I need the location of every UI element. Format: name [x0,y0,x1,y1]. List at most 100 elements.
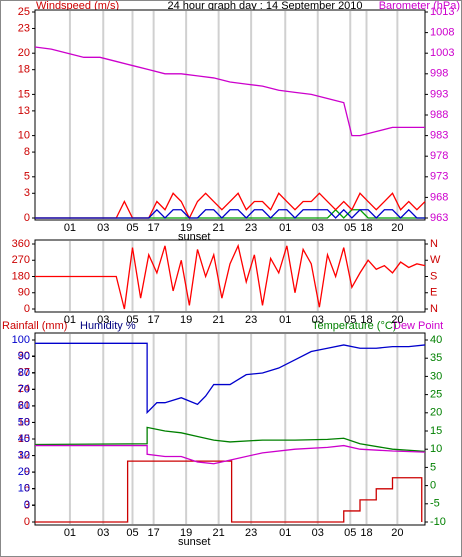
x-tick-label: 03 [312,222,324,234]
x-tick-label: 17 [148,314,160,326]
plot-frame [34,332,426,526]
x-tick-label: 05 [344,222,356,234]
y-tick-label: 35 [430,352,442,364]
y-tick-label: 20 [430,407,442,419]
y-tick-label: 3 [24,187,30,199]
barometer-label: Barometer (hPa) [379,0,460,12]
y-tick-label: 60 [18,400,30,412]
x-tick-label: 05 [344,527,356,539]
x-tick-label: 23 [245,222,257,234]
y-tick-label: 1008 [430,27,454,39]
x-tick-label: 18 [360,222,372,234]
series-line [35,243,426,310]
y-tick-label: 0 [24,212,30,224]
y-tick-label: 968 [430,191,448,203]
y-tick-label: 0 [24,303,30,315]
y-tick-label: 360 [12,238,30,250]
y-tick-label: 10 [18,482,30,494]
y-tick-label: W [430,254,441,266]
x-tick-label: 21 [213,527,225,539]
x-tick-label: 05 [126,527,138,539]
series-line [35,342,426,415]
y-tick-label: 3 [24,499,30,511]
y-tick-label: 21 [18,400,30,412]
y-tick-label: 5 [24,171,30,183]
y-tick-label: 6 [24,483,30,495]
y-tick-label: 30 [18,350,30,362]
y-tick-label: 23 [18,22,30,34]
y-tick-label: 8 [24,146,30,158]
y-tick-label: 25 [430,389,442,401]
y-tick-label: 9 [24,466,30,478]
y-tick-label: 18 [18,64,30,76]
y-tick-label: E [430,287,437,299]
x-tick-label: 23 [245,527,257,539]
x-tick-label: 03 [312,314,324,326]
y-tick-label: 18 [18,416,30,428]
x-tick-label: 05 [126,222,138,234]
x-tick-label: 05 [126,314,138,326]
x-tick-label: 19 [180,222,192,234]
y-tick-label: 30 [430,370,442,382]
x-tick-label: 01 [279,222,291,234]
x-tick-label: 20 [391,222,403,234]
x-tick-label: 05 [344,314,356,326]
y-tick-label: -10 [430,516,446,528]
y-tick-label: 13 [18,105,30,117]
y-tick-label: 5 [430,461,436,473]
y-tick-label: S [430,270,437,282]
y-tick-label: -5 [430,498,440,510]
x-tick-label: 01 [279,314,291,326]
series-line [34,46,425,137]
x-tick-label: 17 [148,222,160,234]
windspeed-label: Windspeed (m/s) [36,0,119,12]
y-tick-label: 70 [18,383,30,395]
x-tick-label: 23 [245,314,257,326]
y-tick-label: 0 [24,516,30,528]
y-tick-label: 27 [18,367,30,379]
y-tick-label: 25 [18,6,30,18]
series-line [35,208,425,219]
y-tick-label: 12 [18,450,30,462]
y-tick-label: 1003 [430,47,454,59]
humidity-label: Humidity % [80,320,136,332]
y-tick-label: 1013 [430,6,454,18]
x-tick-label: 03 [97,527,109,539]
y-tick-label: 15 [18,88,30,100]
x-tick-label: 19 [180,527,192,539]
rainfall-label: Rainfall (mm) [2,320,67,332]
y-tick-label: 20 [18,466,30,478]
x-tick-label: 01 [64,314,76,326]
x-tick-label: 18 [360,314,372,326]
x-tick-label: 21 [213,314,225,326]
series-line [34,426,426,453]
y-tick-label: N [430,303,438,315]
y-tick-label: 993 [430,88,448,100]
y-tick-label: 963 [430,212,448,224]
x-tick-label: 01 [64,222,76,234]
series-line [35,444,426,465]
y-tick-label: 30 [18,449,30,461]
y-tick-label: 15 [18,433,30,445]
x-tick-label: 01 [279,527,291,539]
x-tick-label: 01 [64,527,76,539]
y-tick-label: 10 [430,443,442,455]
y-tick-label: 983 [430,130,448,142]
y-tick-label: 40 [430,334,442,346]
y-tick-label: 50 [18,416,30,428]
y-tick-label: 80 [18,367,30,379]
x-tick-label: 19 [180,314,192,326]
y-tick-label: 90 [18,287,30,299]
y-tick-label: 10 [18,130,30,142]
chart-title: 24 hour graph day : 14 September 2010 [167,0,362,12]
y-tick-label: 24 [18,383,30,395]
annotation: sunset [178,536,210,548]
y-tick-label: 20 [18,47,30,59]
x-tick-label: 03 [97,222,109,234]
x-tick-label: 21 [213,222,225,234]
x-tick-label: 18 [360,527,372,539]
y-tick-label: N [430,238,438,250]
temperature-label: Temperature (°C) [312,320,396,332]
